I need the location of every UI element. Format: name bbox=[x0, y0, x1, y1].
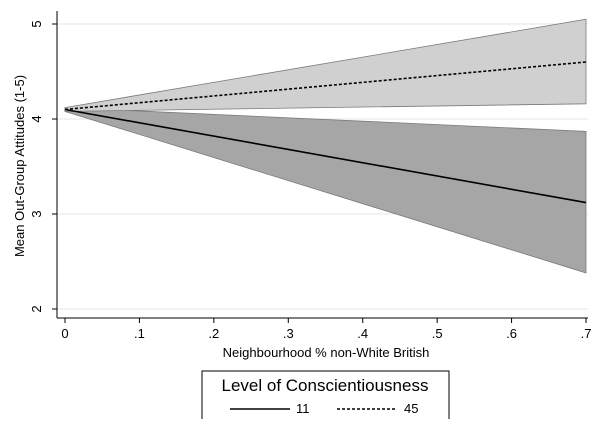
ci-band-11 bbox=[64, 107, 587, 274]
confidence-bands bbox=[64, 18, 587, 274]
y-axis-label: Mean Out-Group Attitudes (1-5) bbox=[12, 75, 27, 257]
x-tick-label-4: .4 bbox=[357, 326, 368, 341]
axes bbox=[56, 11, 588, 319]
legend-label-45: 45 bbox=[404, 401, 418, 416]
x-tick-label-2: .2 bbox=[208, 326, 219, 341]
legend-label-11: 11 bbox=[296, 401, 310, 416]
x-tick-label-1: .1 bbox=[134, 326, 145, 341]
y-tick-label-0: 2 bbox=[29, 305, 44, 312]
series-line-45 bbox=[64, 61, 587, 111]
x-tick-label-0: 0 bbox=[61, 326, 68, 341]
legend-title: Level of Conscientiousness bbox=[222, 376, 429, 395]
x-tick-label-5: .5 bbox=[432, 326, 443, 341]
x-tick-label-6: .6 bbox=[506, 326, 517, 341]
series-line-11 bbox=[64, 108, 587, 204]
y-tick-label-3: 5 bbox=[29, 20, 44, 27]
legend-box bbox=[201, 370, 450, 424]
y-tick-label-1: 3 bbox=[29, 210, 44, 217]
x-tick-label-7: .7 bbox=[581, 326, 591, 341]
legend: Level of Conscientiousness 11 45 bbox=[201, 370, 450, 424]
x-axis-ticks: 0 .1 .2 .3 .4 .5 .6 .7 bbox=[61, 318, 591, 341]
y-axis-ticks: 2 3 4 5 bbox=[29, 20, 57, 313]
x-tick-label-3: .3 bbox=[283, 326, 294, 341]
ci-band-45 bbox=[64, 18, 587, 112]
y-tick-label-2: 4 bbox=[29, 115, 44, 122]
x-axis-label: Neighbourhood % non-White British bbox=[223, 345, 430, 360]
series-lines bbox=[64, 61, 587, 204]
